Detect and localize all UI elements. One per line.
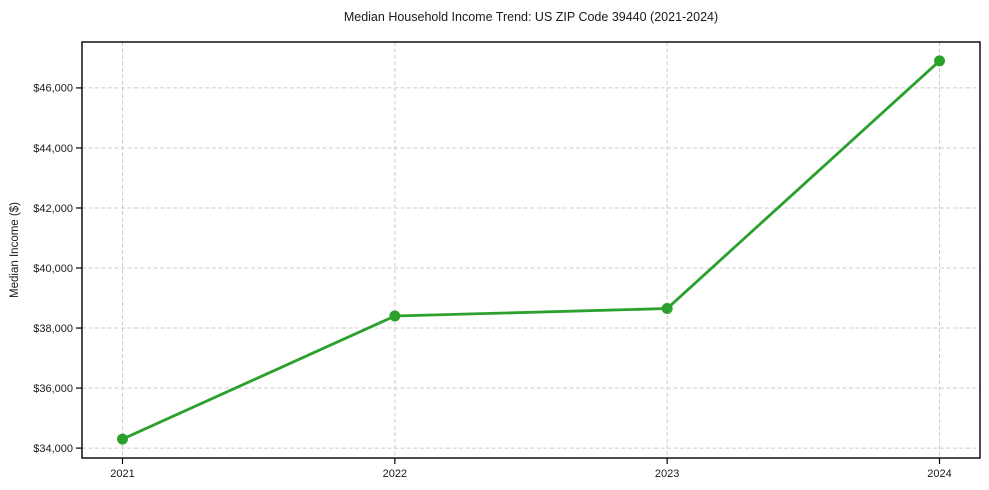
axes-spines <box>81 41 981 459</box>
data-point-2022 <box>389 310 401 322</box>
y-tick-label: $40,000 <box>33 263 73 275</box>
y-tick-label: $36,000 <box>33 383 73 395</box>
trend-line <box>121 59 941 441</box>
y-tick-label: $38,000 <box>33 323 73 335</box>
series-layer <box>117 55 945 445</box>
x-tick-label: 2024 <box>927 468 951 480</box>
y-tick-label: $44,000 <box>33 143 73 155</box>
data-point-2023 <box>661 303 673 315</box>
x-tick-label: 2022 <box>383 468 407 480</box>
y-axis-label: Median Income ($) <box>9 202 21 298</box>
x-tick-label: 2023 <box>655 468 679 480</box>
data-point-2021 <box>117 433 128 445</box>
y-tick-label: $46,000 <box>33 83 73 95</box>
y-tick-label: $42,000 <box>33 203 73 215</box>
data-point-2024 <box>934 55 945 67</box>
chart-title: Median Household Income Trend: US ZIP Co… <box>344 10 718 24</box>
grid-layer <box>82 42 980 458</box>
x-tick-label: 2021 <box>110 468 134 480</box>
y-tick-label: $34,000 <box>33 443 73 455</box>
plot-border <box>81 41 981 459</box>
tick-layer: $34,000 $36,000 $38,000 $40,000 $42,000 $44,0… <box>33 83 952 480</box>
